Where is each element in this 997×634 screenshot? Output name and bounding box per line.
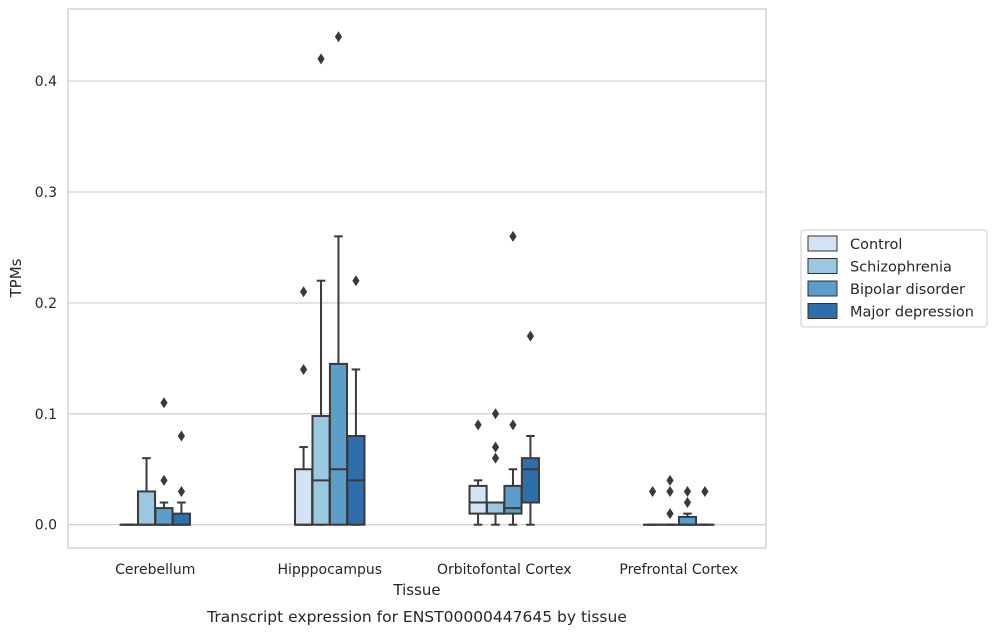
gridlines [68,80,766,526]
legend-frame [800,229,988,328]
y-tick-label: 0.4 [35,74,57,90]
box-body [136,490,157,526]
box-body [468,484,488,515]
outlier-point [474,419,482,431]
legend-swatch [807,235,838,252]
outlier-point [177,430,186,442]
y-tick-labels: 0.0 0.1 0.2 0.3 0.4 [35,74,57,534]
box-body [311,415,331,526]
box-control [468,419,488,526]
legend-swatch [807,258,838,274]
box-bipolar-disorder [328,31,349,526]
box-body [485,501,506,515]
box-major-depression [520,330,540,526]
box-schizophrenia [660,474,680,526]
outlier-point [666,485,674,497]
y-tick-label: 0.3 [35,185,57,201]
outlier-point [683,485,692,497]
x-tick-label: Hipppocampus [277,562,382,578]
legend-items: Control Schizophrenia Bipolar disorder Majo… [807,235,974,321]
box-major-depression [171,430,191,526]
legend-swatch [807,280,838,297]
x-axis-title: Tissue [392,581,440,599]
outlier-point [666,508,674,520]
y-tick-label: 0.1 [35,407,57,423]
chart-caption: Transcript expression for ENST0000044764… [206,608,627,626]
box-major-depression [695,485,715,526]
outlier-point [491,441,500,453]
box-body [503,484,523,515]
legend: Control Schizophrenia Bipolar disorder Majo… [800,229,988,328]
box-control [294,286,314,526]
y-axis-title: TPMs [7,258,25,298]
box-bipolar-disorder [154,397,174,526]
legend-label: Schizophrenia [850,260,952,276]
outlier-point [317,53,325,65]
x-tick-label: Prefrontal Cortex [619,562,738,578]
outlier-point [491,452,500,464]
x-tick-label: Cerebellum [115,562,195,578]
outlier-point [666,474,674,486]
outlier-point [683,497,692,509]
box-schizophrenia [485,408,506,526]
outlier-point [177,485,186,497]
box-body [154,507,174,526]
outlier-point [334,31,343,43]
box-body [328,362,349,526]
outlier-point [160,474,168,486]
outlier-point [299,363,308,375]
box-body [294,468,314,526]
box-control [643,485,663,526]
legend-label: Major depression [850,305,974,321]
plot-frame [67,8,767,549]
box-bipolar-disorder [677,485,698,526]
legend-swatch [807,303,838,319]
outlier-point [160,397,168,409]
legend-label: Bipolar disorder [850,282,965,298]
box-schizophrenia [311,53,331,526]
outlier-point [352,275,360,287]
box-body [677,515,698,526]
outlier-point [509,230,517,242]
outlier-point [299,286,308,298]
x-tick-labels: Cerebellum Hipppocampus Orbitofontal Corte… [115,562,738,578]
outlier-point [526,330,535,342]
outlier-point [648,485,657,497]
outlier-point [701,485,709,497]
outlier-point [491,408,500,420]
y-tick-label: 0.2 [35,296,57,312]
box-major-depression [346,275,366,526]
box-body [171,512,191,526]
box-schizophrenia [136,457,157,526]
box-series [119,31,715,526]
box-body [520,457,540,504]
x-tick-label: Orbitofontal Cortex [437,562,572,578]
y-tick-label: 0.0 [35,518,57,534]
box-bipolar-disorder [503,230,523,526]
legend-label: Control [850,237,902,253]
outlier-point [509,419,517,431]
